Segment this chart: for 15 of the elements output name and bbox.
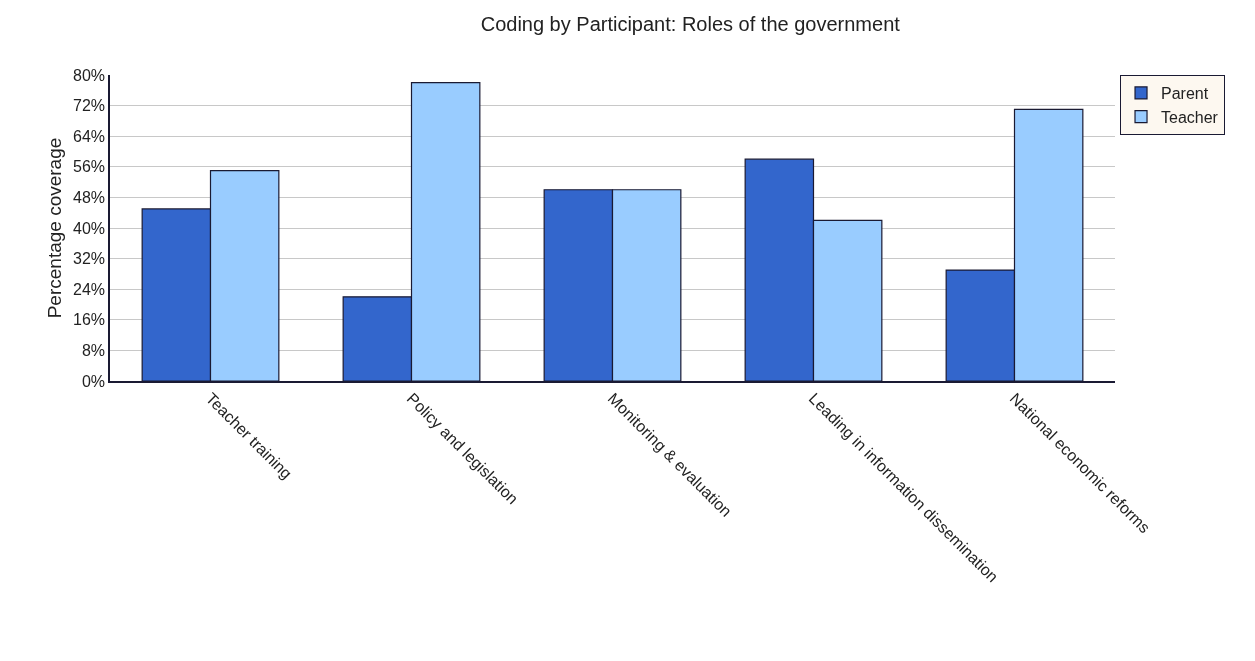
y-tick-label: 24% (73, 280, 106, 298)
y-tick-label: 32% (73, 250, 106, 268)
chart-title: Coding by Participant: Roles of the government (480, 12, 901, 35)
legend-label: Parent (1161, 85, 1209, 103)
y-tick-label: 80% (73, 66, 106, 84)
y-tick-label: 48% (73, 189, 106, 206)
y-tick-label: 0% (81, 372, 106, 390)
y-tick-label: 40% (73, 219, 106, 237)
y-axis-title: Percentage coverage (44, 137, 66, 319)
legend-label: Teacher (1161, 108, 1219, 126)
y-tick-label: 8% (81, 342, 106, 359)
y-tick-label: 56% (73, 158, 106, 176)
y-tick-label: 16% (73, 311, 106, 329)
y-tick-label: 72% (73, 97, 106, 115)
y-tick-label: 64% (73, 127, 106, 145)
